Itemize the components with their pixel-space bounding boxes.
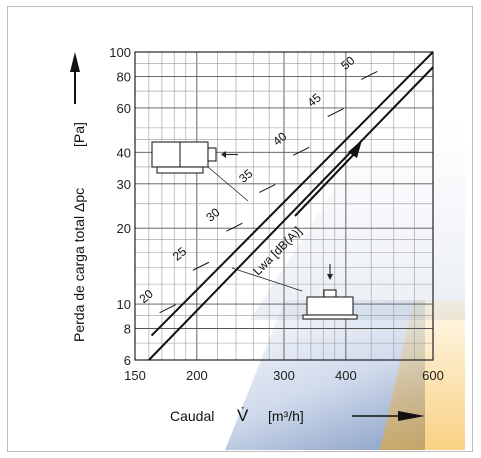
pressure-curve (148, 66, 434, 361)
y-axis-title-group: Perda de carga total Δpc [Pa] (71, 122, 87, 342)
lwa-mark-label: 50 (338, 53, 357, 73)
x-axis-direction-arrow (352, 411, 425, 421)
curves (148, 51, 434, 361)
plot-area (134, 51, 434, 361)
x-axis-ticks: 150 200 300 400 600 (124, 368, 444, 383)
x-axis-symbol: V̇ (237, 406, 249, 425)
y-tick-label: 10 (117, 297, 131, 312)
x-tick-label: 150 (124, 368, 146, 383)
y-tick-label: 6 (124, 353, 131, 368)
y-tick-label: 100 (109, 45, 131, 60)
lwa-mark-label: 20 (137, 286, 156, 306)
lwa-mark-label: 35 (236, 166, 255, 186)
y-tick-label: 30 (117, 177, 131, 192)
lwa-axis-label: Lwa [dB(A)] (250, 224, 304, 278)
lwa-mark-tick (327, 108, 344, 117)
lwa-mark-tick (159, 304, 176, 314)
y-axis-unit: [Pa] (71, 122, 87, 147)
y-tick-label: 8 (124, 322, 131, 337)
pressure-curve (150, 51, 434, 337)
y-tick-label: 40 (117, 145, 131, 160)
unit-horizontal-icon (151, 141, 249, 202)
x-tick-label: 300 (273, 368, 295, 383)
lwa-mark-tick (292, 146, 310, 156)
y-tick-label: 20 (117, 221, 131, 236)
lwa-direction-arrow (294, 140, 362, 217)
y-axis-direction-arrow (70, 52, 80, 104)
lwa-mark-label: 25 (170, 244, 189, 264)
lwa-mark-label: 30 (203, 205, 222, 225)
y-axis-ticks: 6 8 10 20 30 40 60 80 100 (109, 45, 131, 368)
plot-border (134, 51, 434, 361)
y-tick-label: 80 (117, 69, 131, 84)
y-tick-label: 60 (117, 101, 131, 116)
x-tick-label: 600 (422, 368, 444, 383)
x-tick-label: 200 (186, 368, 208, 383)
lwa-mark-tick (259, 183, 276, 193)
x-axis-unit: [m³/h] (268, 408, 304, 424)
lwa-mark-tick (361, 70, 378, 80)
lwa-mark-tick (192, 261, 210, 271)
lwa-mark-label: 45 (305, 90, 324, 110)
x-axis-title: Caudal (170, 408, 214, 424)
unit-vertical-icon (231, 264, 358, 320)
lwa-mark-label: 40 (270, 129, 289, 149)
x-tick-label: 400 (335, 368, 357, 383)
lwa-mark-tick (226, 222, 243, 232)
y-axis-title: Perda de carga total Δpc (71, 188, 87, 342)
